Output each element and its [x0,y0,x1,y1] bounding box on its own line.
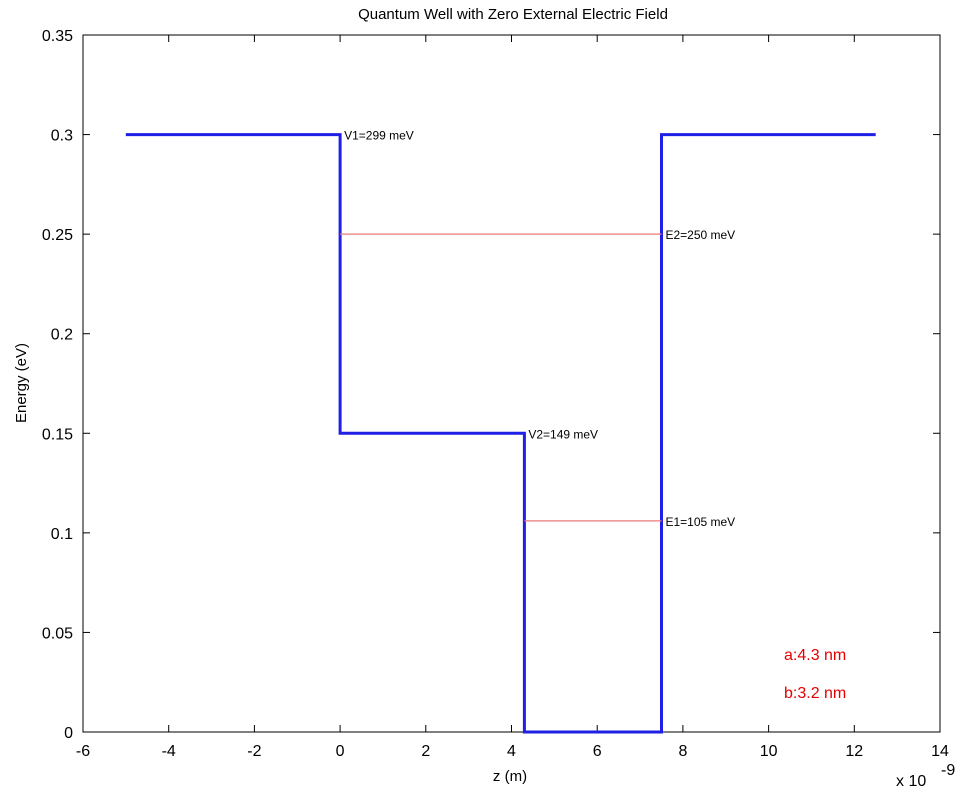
x-multiplier-exponent: -9 [941,762,955,779]
annotation-label: V2=149 meV [528,427,598,441]
annotation-label: E1=105 meV [665,515,735,529]
x-tick-label: 14 [931,743,949,760]
x-tick-label: -4 [162,743,176,760]
x-tick-label: 8 [678,743,687,760]
x-tick-label: 10 [760,743,778,760]
parameter-labels: a:4.3 nm b:3.2 nm [784,647,846,702]
plot-area-frame [82,34,941,733]
x-tick-label: 0 [336,743,345,760]
x-axis-label: z (m) [493,768,527,785]
y-tick-label: 0.35 [42,28,73,45]
y-tick-label: 0.05 [42,625,73,642]
x-tick-label: 12 [845,743,863,760]
parameter-label: b:3.2 nm [784,685,846,702]
annotation-label: E2=250 meV [665,228,735,242]
y-tick-label: 0.3 [51,128,73,145]
y-axis-label: Energy (eV) [13,343,30,423]
x-tick-label: 2 [421,743,430,760]
x-tick-label: 4 [507,743,516,760]
y-tick-label: 0 [64,725,73,742]
y-tick-label: 0.2 [51,327,73,344]
annotation-label: V1=299 meV [344,129,414,143]
y-tick-label: 0.1 [51,526,73,543]
annotations: V1=299 meV E2=250 meV V2=149 meV E1=105 meV [344,129,735,529]
x-tick-label: -2 [247,743,261,760]
x-axis-multiplier: x 10 -9 [896,762,955,790]
potential-profile-line [125,133,876,734]
axis-ticks: -6 -4 -2 0 2 4 6 8 10 12 14 0 0.05 0.1 0.15 0.2 0.25 0.3 0… [42,28,949,760]
parameter-label: a:4.3 nm [784,647,846,664]
chart-title: Quantum Well with Zero External Electric… [358,6,668,23]
x-multiplier-base: x 10 [896,773,926,790]
y-tick-label: 0.15 [42,426,73,443]
series-lines [125,133,876,734]
y-tick-label: 0.25 [42,227,73,244]
x-tick-label: 6 [593,743,602,760]
x-tick-label: -6 [76,743,90,760]
